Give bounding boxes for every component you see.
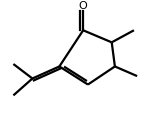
- Text: O: O: [79, 1, 88, 11]
